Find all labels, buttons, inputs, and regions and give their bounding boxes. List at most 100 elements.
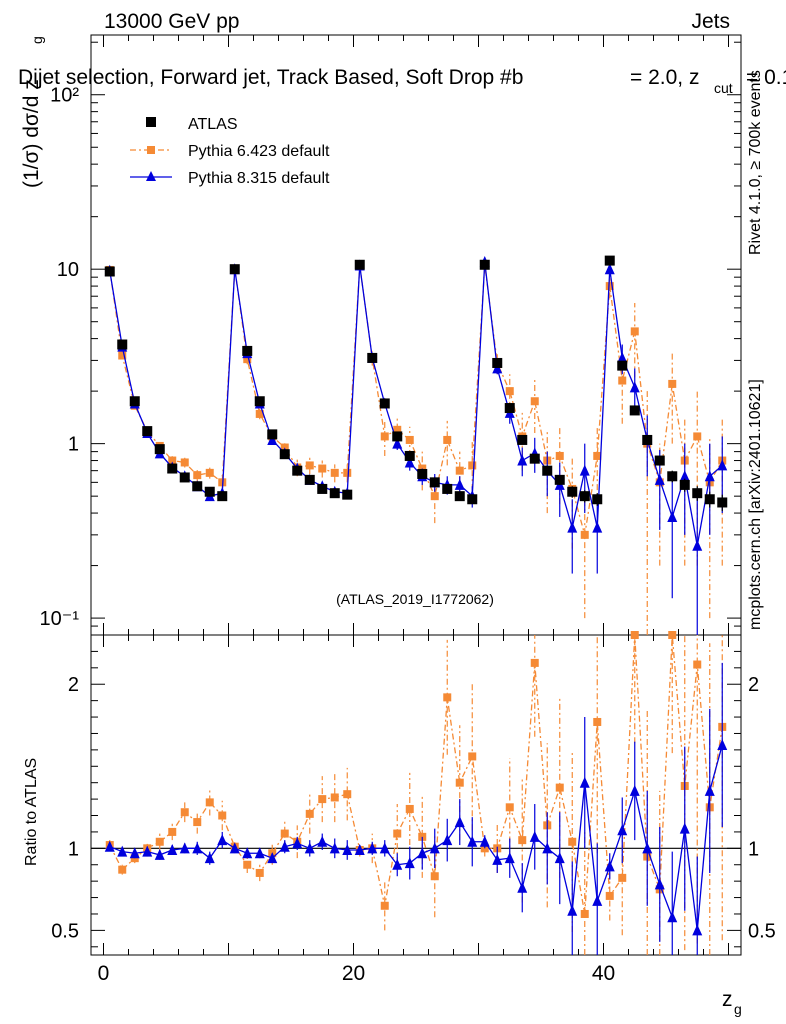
py6-point xyxy=(205,468,214,477)
ratio-py8-point xyxy=(204,852,215,864)
py6-point xyxy=(380,432,389,441)
py6-point xyxy=(343,468,352,477)
mcplots-label: mcplots.cern.ch [arXiv:2401.10621] xyxy=(747,379,764,630)
selection-title-sub: cut xyxy=(714,80,733,96)
ratio-py8-point xyxy=(642,842,653,854)
ratio-py6-point xyxy=(530,658,539,667)
atlas-point xyxy=(404,450,415,461)
atlas-point xyxy=(654,455,665,466)
py6-point xyxy=(468,461,477,470)
atlas-point xyxy=(317,483,328,494)
energy-label: 13000 GeV pp xyxy=(104,10,239,33)
py8-point xyxy=(717,459,728,471)
py6-point xyxy=(455,466,464,475)
py8-point xyxy=(654,473,665,485)
atlas-point xyxy=(292,465,303,476)
atlas-point xyxy=(229,264,240,275)
ratio-py8-point xyxy=(567,904,578,916)
atlas-point xyxy=(129,396,140,407)
ratio-py8-point xyxy=(129,847,140,859)
py8-point xyxy=(667,510,678,522)
py6-point xyxy=(255,409,264,418)
ratio-py6-point xyxy=(518,836,527,845)
py6-point xyxy=(580,530,589,539)
jets-label: Jets xyxy=(691,10,730,33)
ratio-py6-line xyxy=(109,634,723,915)
py8-point xyxy=(404,456,415,468)
ratio-py6-point xyxy=(168,827,177,836)
atlas-point xyxy=(717,497,728,508)
py8-point xyxy=(704,470,715,482)
atlas-point xyxy=(617,360,628,371)
atlas-point xyxy=(542,465,553,476)
py8-point xyxy=(592,521,603,533)
ratio-py8-point xyxy=(317,835,328,847)
py8-point xyxy=(629,381,640,393)
atlas-point xyxy=(429,477,440,488)
py6-point xyxy=(193,471,202,480)
py6-line xyxy=(109,264,723,536)
py6-point xyxy=(605,282,614,291)
ratio-py8-point xyxy=(392,858,403,870)
legend-py6-label: Pythia 6.423 default xyxy=(188,143,330,160)
analysis-id: (ATLAS_2019_I1772062) xyxy=(336,591,494,607)
atlas-point xyxy=(217,491,228,502)
py6-point xyxy=(618,376,627,385)
atlas-point xyxy=(492,357,503,368)
ratio-plot-area xyxy=(104,631,728,955)
ratio-py8-point xyxy=(329,842,340,854)
ratio-py6-point xyxy=(280,829,289,838)
ratio-y-tick-label: 0.5 xyxy=(51,920,79,942)
ratio-py6-point xyxy=(118,865,127,874)
ratio-py6-point xyxy=(155,837,164,846)
ratio-py8-point xyxy=(192,842,203,854)
atlas-point xyxy=(304,474,315,485)
py6-point xyxy=(530,397,539,406)
atlas-point xyxy=(342,489,353,500)
xlabel-sub: g xyxy=(734,1001,742,1017)
atlas-point xyxy=(179,472,190,483)
main-ylabel: (1/σ) dσ/d z xyxy=(20,79,43,188)
py8-point xyxy=(392,437,403,449)
ratio-py8-point xyxy=(517,881,528,893)
atlas-point xyxy=(379,398,390,409)
ratio-ylabel: Ratio to ATLAS xyxy=(23,758,40,866)
ratio-py6-point xyxy=(468,752,477,761)
py6-point xyxy=(505,387,514,396)
py6-series xyxy=(105,260,727,635)
ratio-py6-point xyxy=(405,804,414,813)
ratio-py8-point xyxy=(542,842,553,854)
atlas-point xyxy=(504,403,515,414)
ratio-py8-point xyxy=(142,845,153,857)
ratio-y-tick-label-right: 0.5 xyxy=(748,920,776,942)
ratio-py6-point xyxy=(243,860,252,869)
legend-py6-marker xyxy=(147,146,155,154)
ratio-py8-point xyxy=(667,911,678,923)
ratio-py8-point xyxy=(579,776,590,788)
ratio-py6-point xyxy=(305,809,314,818)
py6-point xyxy=(405,435,414,444)
ratio-py6-point xyxy=(380,901,389,910)
legend: ATLAS Pythia 6.423 default Pythia 8.315 … xyxy=(130,116,330,187)
ratio-py8-point xyxy=(467,835,478,847)
ratio-py8-point xyxy=(654,878,665,890)
main-plot-area xyxy=(104,255,728,635)
ratio-py8-point xyxy=(679,822,690,834)
y-tick-label: 1 xyxy=(68,434,79,456)
atlas-series xyxy=(104,255,728,512)
ratio-py6-point xyxy=(618,873,627,882)
main-ylabel-sub: g xyxy=(29,36,45,44)
atlas-point xyxy=(329,488,340,499)
py6-point xyxy=(555,451,564,460)
py6-point xyxy=(330,468,339,477)
legend-atlas-label: ATLAS xyxy=(188,116,238,133)
ratio-py8-point xyxy=(554,852,565,864)
ratio-py6-point xyxy=(330,793,339,802)
ratio-py8-point xyxy=(342,843,353,855)
py6-point xyxy=(443,435,452,444)
atlas-point xyxy=(642,434,653,445)
ratio-frame xyxy=(90,634,742,956)
ratio-py6-point xyxy=(455,778,464,787)
py6-point xyxy=(168,456,177,465)
